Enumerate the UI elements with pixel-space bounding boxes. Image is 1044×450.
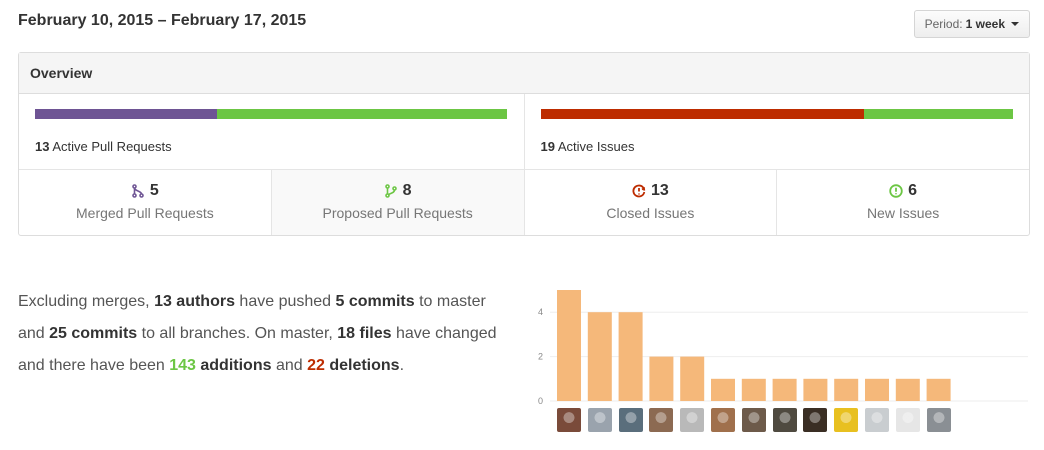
overview-panel: Overview 13 Active Pull Requests 19 Acti… — [18, 52, 1030, 236]
active-issues-caption: 19 Active Issues — [541, 139, 1014, 154]
new-issues-count: 6 — [908, 182, 918, 199]
author-avatar[interactable] — [926, 408, 951, 432]
bar-author-9[interactable] — [803, 378, 828, 401]
deletions-word: deletions — [324, 357, 400, 374]
author-avatar[interactable] — [711, 408, 735, 432]
author-avatar[interactable] — [557, 408, 581, 432]
git-merge-icon — [132, 184, 144, 198]
issues-bar — [540, 109, 1014, 119]
bar-author-1[interactable] — [557, 290, 581, 401]
author-avatar[interactable] — [587, 408, 612, 432]
bar-chart-svg: 0 2 4 — [538, 290, 1028, 406]
commit-summary-text: Excluding merges, 13 authors have pushed… — [18, 286, 508, 382]
proposed-pull-requests-stat[interactable]: 8 Proposed Pull Requests — [270, 170, 524, 235]
author-avatar[interactable] — [680, 408, 705, 432]
files-link[interactable]: 18 files — [337, 325, 392, 342]
bar-author-13[interactable] — [926, 378, 951, 401]
closed-issues-label: Closed Issues — [606, 205, 695, 221]
new-issues-label: New Issues — [866, 205, 940, 221]
overview-header: Overview — [19, 53, 1029, 94]
author-avatar[interactable] — [649, 408, 674, 432]
new-issues-segment — [863, 109, 1013, 119]
period-label: Period: — [924, 17, 963, 31]
proposed-pr-segment — [216, 109, 508, 119]
bar-author-10[interactable] — [834, 378, 859, 401]
author-avatar[interactable] — [895, 408, 920, 432]
git-pull-request-icon — [384, 184, 397, 198]
active-pull-requests-label: Active Pull Requests — [52, 139, 172, 154]
closed-issues-stat[interactable]: 13 Closed Issues — [523, 170, 777, 235]
all-commits-link[interactable]: 25 commits — [49, 325, 138, 342]
summary-text: to all branches. On master, — [137, 325, 338, 342]
new-issues-stat[interactable]: 6 New Issues — [776, 170, 1029, 235]
bar-author-4[interactable] — [649, 356, 674, 401]
y-tick-label: 0 — [538, 396, 543, 406]
merged-pull-requests-label: Merged Pull Requests — [76, 205, 214, 221]
additions-count: 143 — [169, 357, 196, 374]
issue-closed-icon — [632, 184, 646, 198]
proposed-pull-requests-count: 8 — [402, 182, 412, 199]
commits-by-author-chart: 0 2 4 — [530, 278, 1030, 438]
date-range-title: February 10, 2015 – February 17, 2015 — [18, 12, 307, 29]
deletions-count: 22 — [307, 357, 325, 374]
active-pull-requests-count: 13 — [35, 139, 50, 154]
summary-text: . — [399, 357, 405, 374]
authors-link[interactable]: 13 authors — [154, 293, 235, 310]
summary-text: to master and — [18, 293, 486, 342]
bar-author-8[interactable] — [772, 378, 797, 401]
additions-word: additions — [195, 357, 272, 374]
author-avatar[interactable] — [865, 408, 889, 432]
author-avatar[interactable] — [741, 408, 766, 432]
summary-text: Excluding merges, — [18, 293, 155, 310]
bar-author-12[interactable] — [895, 378, 920, 401]
y-tick-label: 4 — [538, 307, 543, 317]
summary-text: have changed and there have been — [18, 325, 497, 374]
bar-author-11[interactable] — [865, 378, 889, 401]
closed-issues-count: 13 — [650, 182, 669, 199]
bar-author-6[interactable] — [711, 378, 735, 401]
caret-down-icon — [1011, 22, 1019, 26]
overview-title: Overview — [30, 65, 93, 81]
active-issues-label: Active Issues — [557, 139, 635, 154]
summary-text: and — [271, 357, 308, 374]
merged-pull-requests-stat[interactable]: 5 Merged Pull Requests — [19, 170, 271, 235]
author-avatar[interactable] — [803, 408, 828, 432]
issue-opened-icon — [889, 184, 903, 198]
proposed-pull-requests-label: Proposed Pull Requests — [322, 205, 473, 221]
active-issues-count: 19 — [540, 139, 555, 154]
merged-pull-requests-count: 5 — [149, 182, 159, 199]
y-tick-label: 2 — [538, 352, 543, 362]
author-avatar[interactable] — [772, 408, 797, 432]
closed-issues-segment — [540, 109, 864, 119]
bar-author-3[interactable] — [618, 312, 643, 401]
overview-bars: 13 Active Pull Requests 19 Active Issues — [19, 94, 1029, 170]
pull-requests-summary[interactable]: 13 Active Pull Requests — [19, 94, 524, 169]
author-avatar[interactable] — [618, 408, 643, 432]
bar-author-5[interactable] — [680, 356, 705, 401]
issues-summary[interactable]: 19 Active Issues — [523, 94, 1030, 169]
merged-pr-segment — [35, 109, 217, 119]
author-avatar[interactable] — [834, 408, 859, 432]
bar-author-7[interactable] — [741, 378, 766, 401]
period-value: 1 week — [965, 17, 1005, 31]
period-dropdown-button[interactable]: Period: 1 week — [913, 10, 1030, 38]
master-commits-link[interactable]: 5 commits — [335, 293, 415, 310]
active-pull-requests-caption: 13 Active Pull Requests — [35, 139, 508, 154]
pull-requests-bar — [35, 109, 508, 119]
summary-text: have pushed — [234, 293, 336, 310]
bar-author-2[interactable] — [587, 312, 612, 401]
overview-stats: 5 Merged Pull Requests 8 Proposed Pull R… — [19, 170, 1029, 235]
